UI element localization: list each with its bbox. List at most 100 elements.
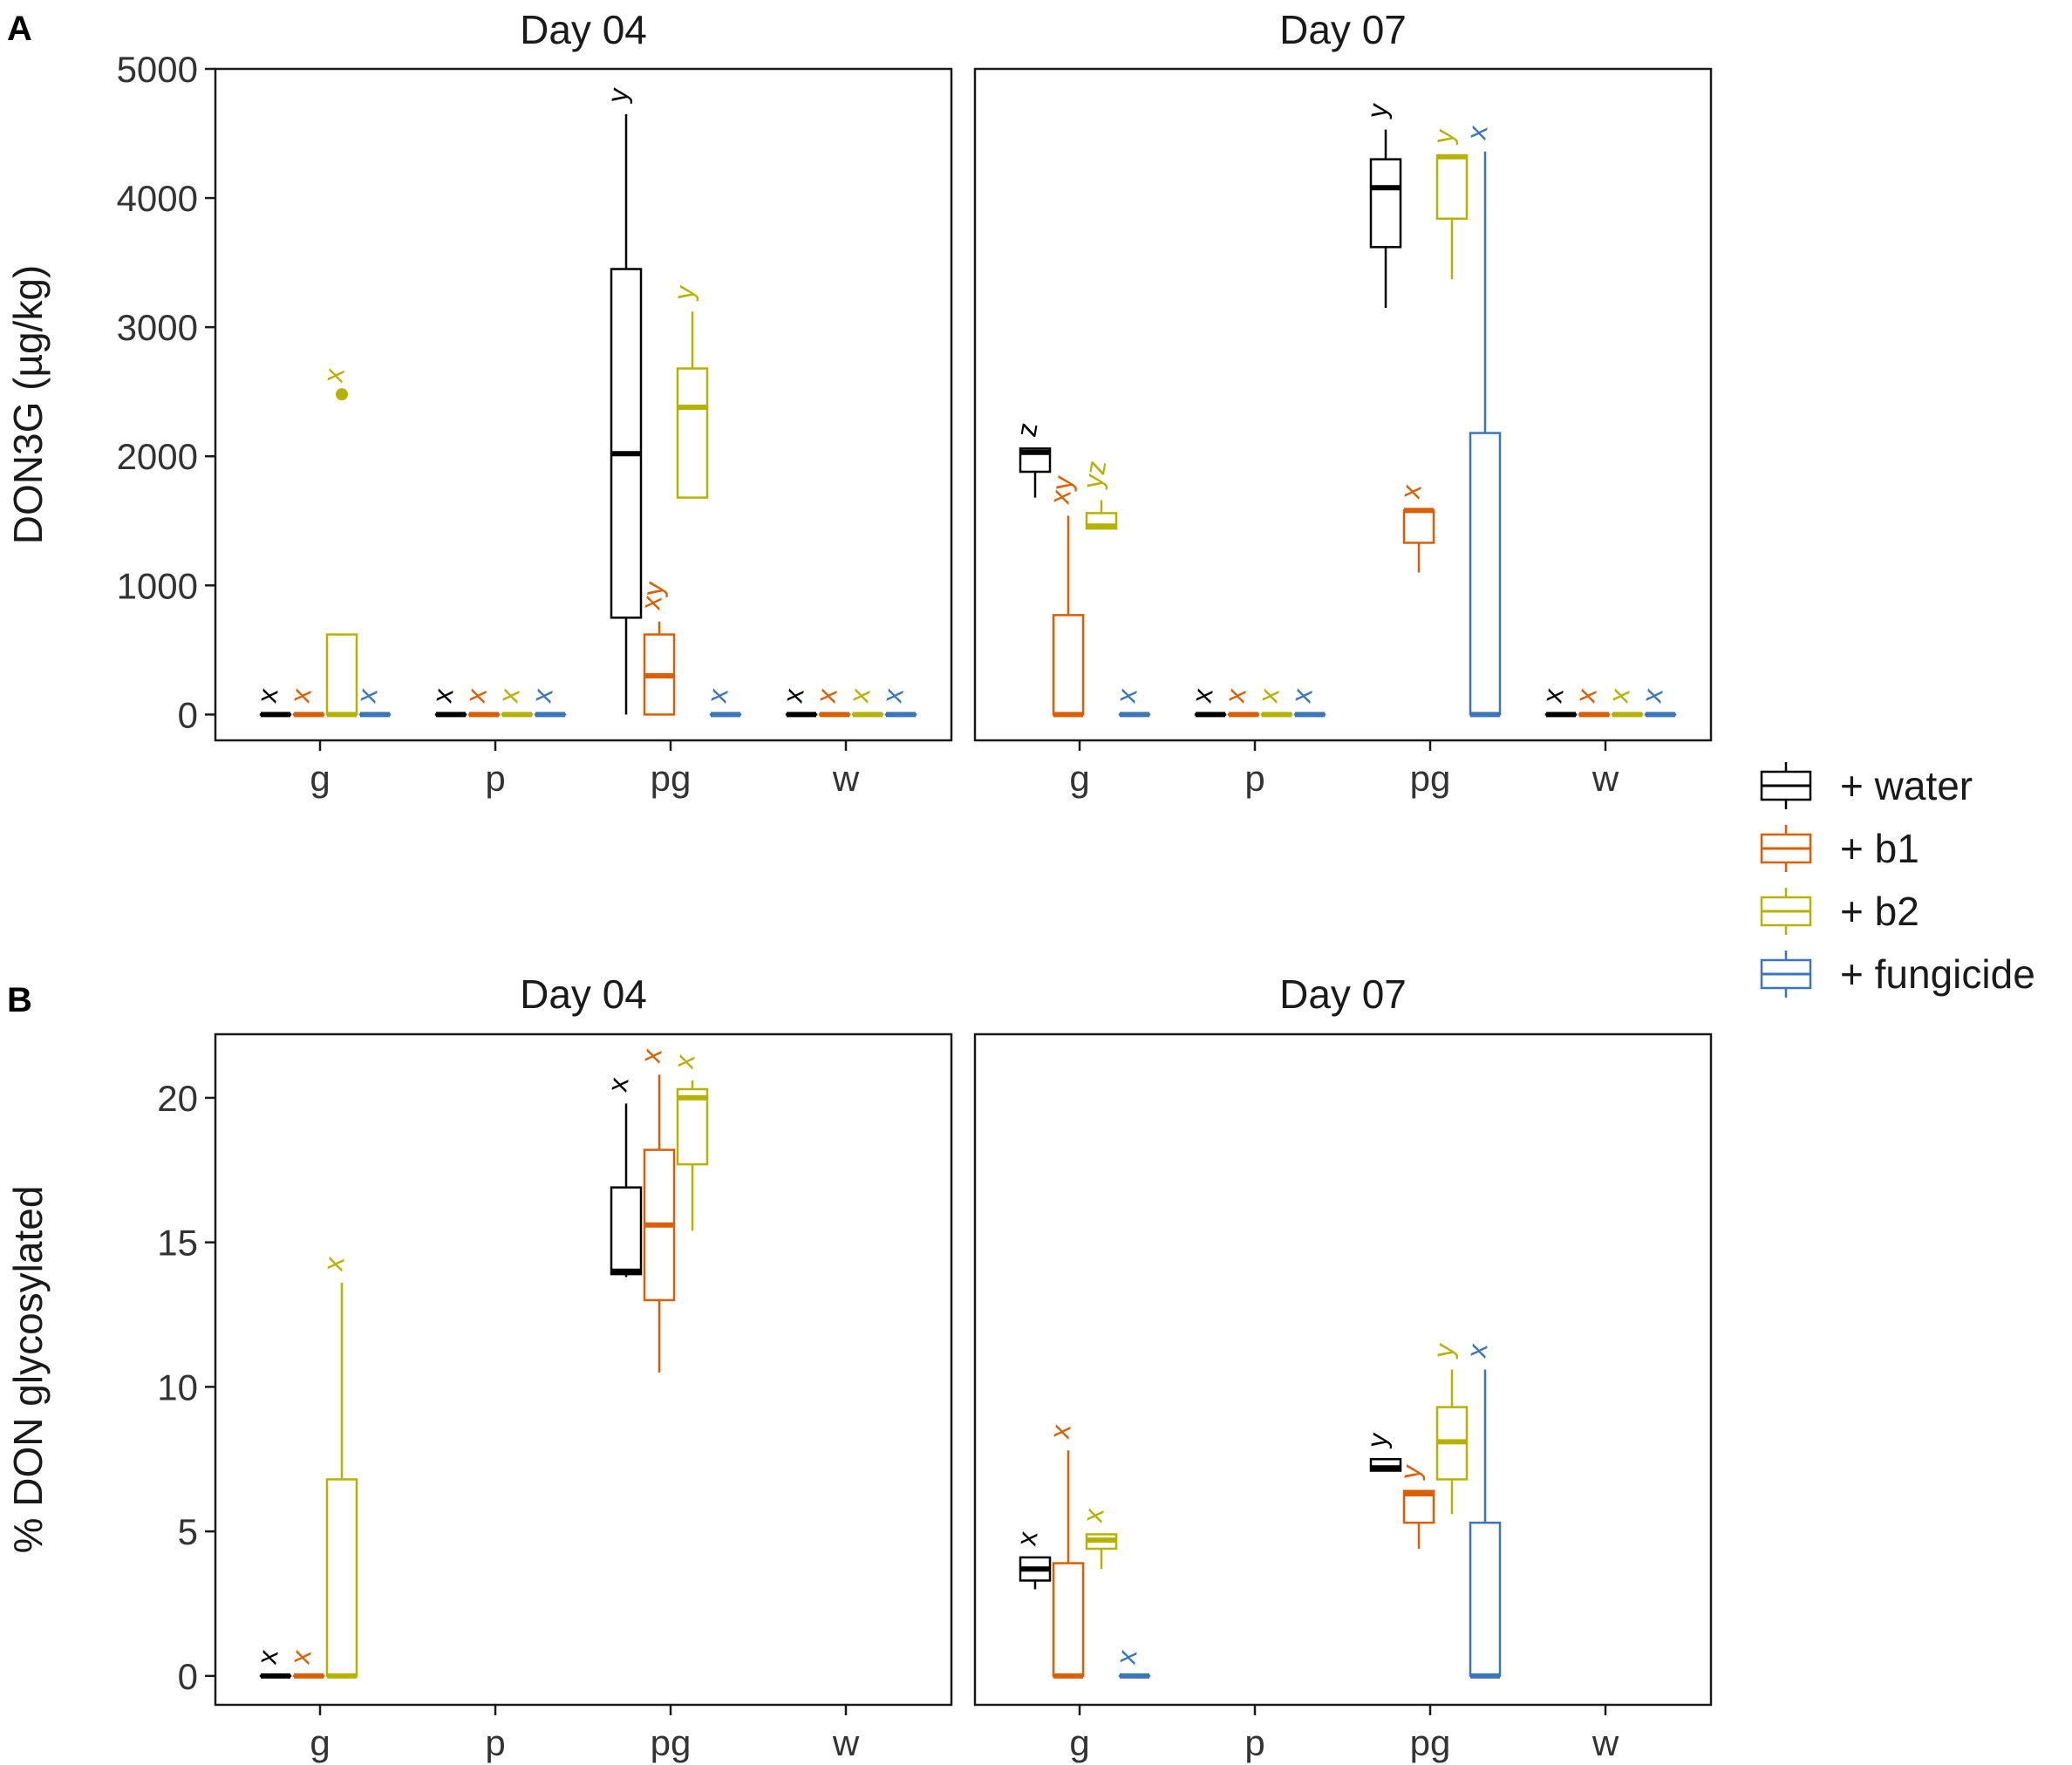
x-tick-label: pg — [1410, 1722, 1451, 1763]
significance-label: y — [1360, 1430, 1394, 1449]
significance-label: x — [1109, 1647, 1142, 1666]
y-tick-label: 0 — [178, 694, 198, 735]
box-g-water: z — [1010, 420, 1052, 498]
y-tick-label: 0 — [178, 1656, 198, 1697]
box-w-b2: x — [842, 686, 884, 718]
panel-border — [973, 67, 1713, 742]
box-p-water: x — [1185, 686, 1227, 718]
box-iqr — [1402, 1489, 1435, 1524]
significance-label: x — [1109, 686, 1142, 705]
x-tick-label: g — [310, 758, 330, 799]
box-iqr — [1435, 153, 1469, 221]
legend: + water + b1 + b2 + fungicide — [1760, 762, 2035, 998]
significance-label: x — [634, 1046, 667, 1066]
x-tick-label: w — [1591, 1722, 1619, 1763]
box-g-b1: xy — [1043, 474, 1085, 718]
box-iqr — [676, 367, 709, 499]
significance-label: x — [250, 1647, 283, 1666]
significance-label: x — [1569, 686, 1602, 705]
facet-title: Day 04 — [520, 7, 647, 52]
x-tick-label: g — [1069, 1722, 1089, 1763]
significance-label: x — [1076, 1506, 1109, 1525]
legend-label: + fungicide — [1840, 951, 2035, 997]
box-g-b2: x — [1076, 1506, 1118, 1570]
box-g-b1: x — [283, 1647, 325, 1679]
box-iqr — [1402, 509, 1435, 544]
significance-label: xy — [1043, 474, 1079, 507]
significance-label: yz — [1076, 458, 1112, 491]
significance-label: x — [1460, 123, 1493, 142]
box-pg-b1: y — [1394, 1462, 1435, 1550]
box-iqr — [1369, 1458, 1402, 1472]
significance-label: x — [1394, 482, 1427, 501]
box-pg-fungicide: x — [700, 686, 742, 718]
significance-label: x — [876, 686, 909, 705]
x-tick-label: pg — [651, 758, 692, 799]
significance-label: x — [1536, 686, 1569, 705]
box-g-water: x — [250, 1647, 292, 1679]
box-pg-water: y — [1360, 1430, 1402, 1472]
y-tick-label: 15 — [157, 1223, 198, 1264]
box-pg-b1: xy — [634, 579, 676, 716]
panel-border — [214, 67, 953, 742]
legend-item-water: + water — [1760, 762, 1973, 809]
box-iqr — [1052, 1562, 1085, 1678]
box-pg-fungicide: x — [1460, 123, 1502, 718]
box-g-water: x — [250, 686, 292, 718]
significance-label: x — [842, 686, 876, 705]
box-w-fungicide: x — [876, 686, 917, 718]
box-pg-water: y — [1360, 101, 1402, 308]
significance-label: x — [1185, 686, 1218, 705]
box-iqr — [325, 633, 358, 716]
significance-label: y — [667, 283, 700, 303]
x-tick-label: g — [1069, 758, 1089, 799]
box-pg-b2: y — [667, 283, 709, 499]
legend-item-b2: + b2 — [1760, 888, 1919, 935]
box-pg-b1: x — [634, 1046, 676, 1373]
y-axis-label: DON3G (µg/kg) — [5, 265, 51, 544]
legend-label: + b2 — [1840, 889, 1919, 934]
box-g-fungicide: x — [1109, 1647, 1151, 1679]
significance-label: x — [776, 686, 809, 705]
x-tick-label: w — [832, 758, 860, 799]
box-iqr — [1052, 614, 1085, 716]
facet-title: Day 04 — [520, 971, 647, 1017]
box-g-b1: x — [1043, 1422, 1085, 1679]
box-pg-water: y — [601, 85, 643, 715]
significance-label: xy — [634, 579, 670, 612]
legend-item-b1: + b1 — [1760, 825, 1919, 872]
significance-label: x — [700, 686, 733, 705]
significance-label: x — [1460, 1341, 1493, 1360]
legend-label: + water — [1840, 763, 1973, 808]
facet-title: Day 07 — [1279, 971, 1407, 1017]
significance-label: x — [1251, 686, 1285, 705]
significance-label: x — [601, 1075, 634, 1094]
box-iqr — [325, 1478, 358, 1678]
y-tick-label: 2000 — [117, 436, 198, 477]
box-p-b2: x — [1251, 686, 1293, 718]
significance-label: y — [1360, 101, 1394, 120]
box-pg-b1: x — [1394, 482, 1435, 573]
significance-label: x — [1043, 1422, 1076, 1441]
box-iqr — [610, 268, 643, 619]
box-pg-b2: x — [667, 1052, 709, 1231]
panel-label: B — [7, 981, 32, 1019]
box-p-b2: x — [492, 686, 534, 718]
significance-label: x — [1285, 686, 1318, 705]
significance-label: x — [667, 1052, 700, 1071]
x-tick-label: p — [1244, 758, 1264, 799]
y-tick-label: 20 — [157, 1078, 198, 1119]
box-iqr — [1469, 432, 1502, 716]
significance-label: x — [1602, 686, 1635, 705]
significance-label: x — [809, 686, 842, 705]
box-g-fungicide: x — [1109, 686, 1151, 718]
legend-label: + b1 — [1840, 826, 1919, 871]
box-pg-b2: y — [1427, 126, 1469, 280]
box-pg-water: x — [601, 1075, 643, 1278]
y-tick-label: 3000 — [117, 307, 198, 348]
